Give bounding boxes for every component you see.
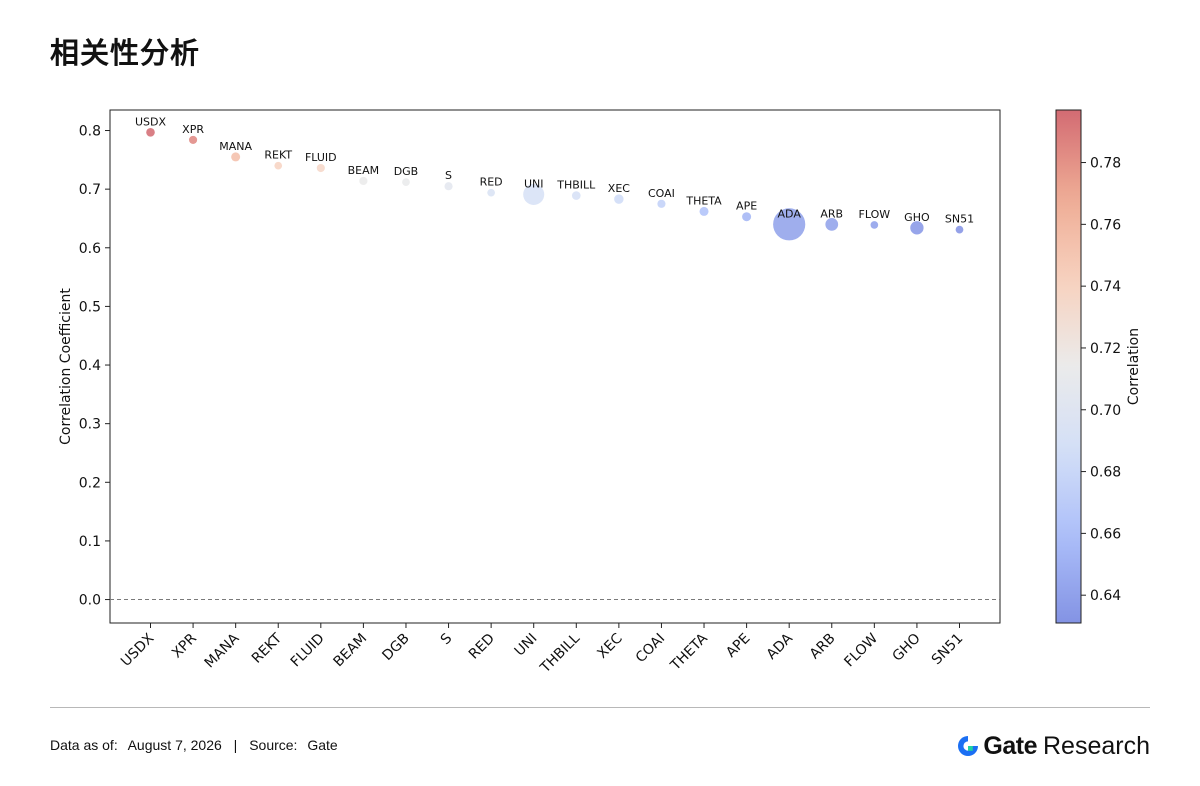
- data-as-of-label: Data as of:: [50, 737, 118, 753]
- data-label: DGB: [394, 165, 419, 178]
- data-point: [231, 152, 241, 162]
- x-tick-label: REKT: [249, 630, 286, 667]
- plot-frame: [109, 109, 1001, 624]
- colorbar-tick-label: 0.68: [1090, 465, 1121, 481]
- data-label: RED: [480, 176, 503, 189]
- data-label: S: [445, 169, 452, 182]
- data-point: [773, 208, 806, 241]
- colorbar-tick-label: 0.72: [1090, 341, 1121, 357]
- data-label: UNI: [524, 177, 544, 190]
- colorbar-tick-label: 0.74: [1090, 279, 1121, 295]
- data-point: [359, 176, 368, 186]
- x-tick-label: BEAM: [331, 631, 371, 671]
- data-label: THBILL: [556, 179, 596, 192]
- x-tick-label: THBILL: [537, 630, 583, 676]
- data-label: REKT: [264, 149, 292, 162]
- data-point: [571, 191, 581, 200]
- data-point: [870, 221, 879, 229]
- colorbar: 0.64 0.66 0.68 0.70 0.72 0.74 0.76 0.78 Correlat…: [1055, 109, 1142, 624]
- logo-brand: Gate: [983, 731, 1037, 760]
- data-label: APE: [736, 200, 757, 213]
- data-points: USDX XPR MANA REKT FLUID BEAM DGB S RED UNI THBILL…: [135, 115, 974, 241]
- data-label: SN51: [945, 213, 974, 226]
- x-tick-label: SN51: [929, 631, 967, 669]
- data-point: [955, 225, 964, 234]
- y-tick-label: 0.4: [79, 358, 101, 374]
- source-value: Gate: [307, 737, 338, 753]
- data-label: COAI: [648, 187, 675, 200]
- data-point: [316, 163, 325, 173]
- data-label: GHO: [904, 211, 930, 224]
- x-tick-label: XPR: [169, 630, 200, 661]
- data-point: [910, 221, 924, 235]
- page-title: 相关性分析: [50, 36, 201, 70]
- colorbar-tick-label: 0.64: [1090, 588, 1121, 604]
- data-point: [742, 212, 752, 222]
- x-tick-label: ARB: [807, 631, 839, 663]
- data-label: USDX: [135, 115, 167, 128]
- colorbar-scale: [1055, 109, 1082, 624]
- correlation-chart: 0.0 0.1 0.2 0.3 0.4 0.5 0.6 0.7 0.8 Correlation C…: [58, 109, 1142, 677]
- x-tick-label: XEC: [594, 630, 625, 661]
- data-point: [444, 182, 453, 191]
- data-label: ARB: [820, 207, 843, 220]
- y-tick-label: 0.2: [79, 475, 101, 491]
- footer-divider: [50, 707, 1150, 708]
- data-point: [657, 199, 666, 208]
- x-tick-label: RED: [466, 631, 498, 663]
- y-axis: 0.0 0.1 0.2 0.3 0.4 0.5 0.6 0.7 0.8 Correlation C…: [58, 124, 110, 609]
- colorbar-label: Correlation: [1126, 328, 1142, 405]
- data-label: XEC: [608, 182, 630, 195]
- data-point: [274, 161, 283, 170]
- data-label: FLOW: [859, 208, 891, 221]
- data-point: [188, 135, 198, 144]
- data-label: ADA: [778, 207, 802, 220]
- y-tick-label: 0.1: [79, 534, 101, 550]
- gate-research-logo: Gate Research: [956, 731, 1150, 761]
- footer: Data as of: August 7, 2026 | Source: Gat…: [50, 737, 338, 753]
- gate-logo-icon: [958, 736, 979, 756]
- data-point: [402, 178, 410, 186]
- y-tick-label: 0.7: [79, 182, 101, 198]
- colorbar-tick-label: 0.70: [1090, 403, 1121, 419]
- data-label: BEAM: [348, 164, 380, 177]
- data-point: [487, 188, 495, 197]
- logo-sub: Research: [1043, 731, 1150, 760]
- x-axis: USDX XPR MANA REKT FLUID BEAM DGB S RED UNITHBILL…: [118, 623, 966, 677]
- data-as-of-value: August 7, 2026: [127, 737, 222, 753]
- x-tick-label: UNI: [512, 631, 541, 660]
- colorbar-tick-label: 0.66: [1090, 526, 1121, 542]
- data-point: [614, 194, 624, 204]
- plot-area: [109, 109, 1001, 624]
- x-tick-label: USDX: [118, 630, 158, 670]
- data-point: [523, 183, 545, 205]
- x-tick-label: APE: [723, 631, 753, 661]
- x-tick-label: FLOW: [841, 630, 881, 670]
- y-tick-label: 0.8: [79, 124, 101, 140]
- x-tick-label: FLUID: [288, 631, 328, 671]
- x-tick-label: COAI: [633, 631, 669, 667]
- data-point: [825, 217, 839, 231]
- data-point: [699, 206, 709, 216]
- x-tick-label: S: [438, 630, 456, 648]
- y-axis-label: Correlation Coefficient: [58, 288, 74, 445]
- x-tick-label: THETA: [667, 630, 711, 674]
- y-tick-label: 0.6: [79, 241, 101, 257]
- data-point: [146, 127, 155, 137]
- y-tick-label: 0.3: [79, 417, 101, 433]
- source-label: Source:: [249, 737, 298, 753]
- data-label: FLUID: [305, 151, 337, 164]
- colorbar-tick-label: 0.76: [1090, 217, 1121, 233]
- x-tick-label: DGB: [379, 631, 412, 664]
- y-tick-label: 0.5: [79, 299, 101, 315]
- data-label: THETA: [685, 194, 722, 207]
- x-tick-label: MANA: [202, 630, 243, 671]
- x-tick-label: ADA: [764, 630, 797, 663]
- footer-separator: |: [233, 737, 238, 753]
- data-label: MANA: [219, 140, 252, 153]
- y-tick-label: 0.0: [79, 593, 101, 609]
- data-label: XPR: [182, 123, 204, 136]
- colorbar-tick-label: 0.78: [1090, 156, 1121, 172]
- x-tick-label: GHO: [890, 631, 924, 665]
